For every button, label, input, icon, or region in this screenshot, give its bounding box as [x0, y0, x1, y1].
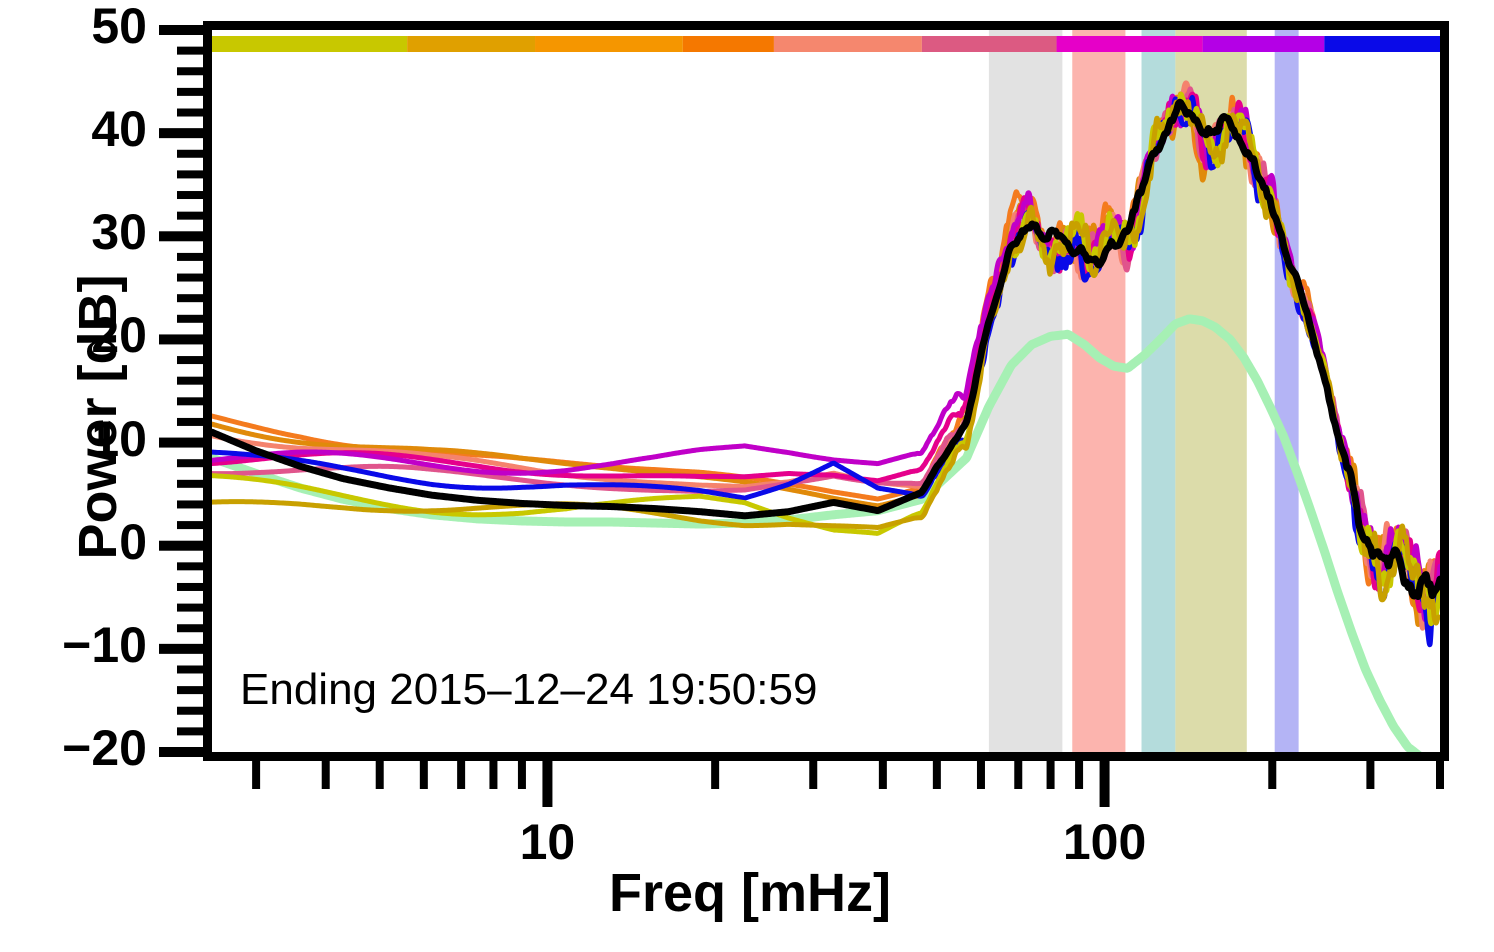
x-tick-label: 100 [1062, 814, 1147, 870]
x-axis-label: Freq [mHz] [609, 863, 891, 923]
axis-right-spine [1440, 21, 1449, 761]
y-minor-tick [177, 397, 203, 406]
cbar-orange [535, 36, 683, 52]
y-minor-tick [177, 356, 203, 365]
y-minor-tick [177, 46, 203, 55]
y-minor-tick [177, 665, 203, 674]
y-minor-tick [177, 500, 203, 509]
x-minor-tick [1046, 761, 1055, 789]
y-tick-label: −10 [62, 616, 147, 673]
y-minor-tick [177, 376, 203, 385]
x-minor-tick [711, 761, 720, 789]
y-major-tick [159, 25, 203, 35]
cbar-darkorange [682, 36, 774, 52]
y-minor-tick [177, 562, 203, 571]
x-minor-tick [321, 761, 330, 789]
x-minor-tick [1436, 761, 1444, 789]
ending-timestamp-annotation: Ending 2015‒12‒24 19:50:59 [240, 665, 818, 715]
x-minor-tick [252, 761, 261, 789]
y-major-tick [159, 334, 203, 345]
y-major-tick [159, 231, 203, 242]
y-minor-tick [177, 170, 203, 179]
band-pink [1072, 30, 1126, 752]
x-minor-tick [976, 761, 985, 789]
y-tick-label: −20 [62, 720, 147, 776]
axis-bottom-spine [203, 752, 1449, 761]
band-purple [1274, 30, 1299, 752]
y-tick-label: 20 [91, 307, 147, 364]
x-minor-tick [1075, 761, 1084, 789]
y-minor-tick [177, 149, 203, 158]
y-minor-tick [177, 417, 203, 426]
y-minor-tick [177, 521, 203, 530]
series-trace-goldenrod [212, 99, 1440, 626]
y-minor-tick [177, 67, 203, 76]
y-minor-tick [177, 273, 203, 282]
y-minor-tick [177, 252, 203, 261]
y-minor-tick [177, 314, 203, 323]
cbar-magenta [1056, 36, 1203, 52]
y-major-tick [159, 643, 203, 654]
y-minor-tick [177, 459, 203, 468]
y-minor-tick [177, 624, 203, 633]
x-minor-tick [878, 761, 887, 789]
y-tick-label: 0 [119, 513, 147, 570]
x-tick-label: 10 [519, 814, 576, 870]
y-minor-tick [177, 479, 203, 488]
x-minor-tick [1366, 761, 1375, 789]
x-minor-tick [457, 761, 466, 789]
axis-left-spine [203, 21, 212, 761]
cbar-purple [1202, 36, 1325, 52]
x-minor-tick [1268, 761, 1277, 789]
y-minor-tick [177, 211, 203, 220]
y-minor-tick [177, 191, 203, 200]
y-tick-label: 10 [91, 410, 147, 467]
x-minor-tick [375, 761, 384, 789]
y-major-tick [159, 128, 203, 139]
x-minor-tick [1014, 761, 1023, 789]
x-major-tick [1099, 761, 1110, 807]
y-minor-tick [177, 706, 203, 715]
y-minor-tick [177, 294, 203, 303]
series-mean [212, 98, 1440, 600]
y-minor-tick [177, 686, 203, 695]
y-minor-tick [177, 87, 203, 96]
y-major-tick [159, 540, 203, 551]
y-tick-label: 40 [91, 101, 147, 158]
y-minor-tick [177, 582, 203, 591]
y-major-tick [159, 747, 203, 757]
x-minor-tick [517, 761, 526, 789]
cbar-rose [921, 36, 1057, 52]
y-minor-tick [177, 727, 203, 736]
y-major-tick [159, 437, 203, 448]
cbar-goldenrod [407, 36, 536, 52]
cbar-yellow [212, 36, 408, 52]
y-tick-label: 50 [91, 0, 147, 54]
y-minor-tick [177, 603, 203, 612]
y-tick-label: 30 [91, 204, 147, 261]
x-minor-tick [419, 761, 428, 789]
axis-top-spine [203, 21, 1449, 30]
cbar-blue [1324, 36, 1440, 52]
x-minor-tick [809, 761, 818, 789]
y-minor-tick [177, 108, 203, 117]
x-minor-tick [489, 761, 498, 789]
cbar-salmon [773, 36, 922, 52]
x-minor-tick [932, 761, 941, 789]
x-major-tick [542, 761, 553, 807]
